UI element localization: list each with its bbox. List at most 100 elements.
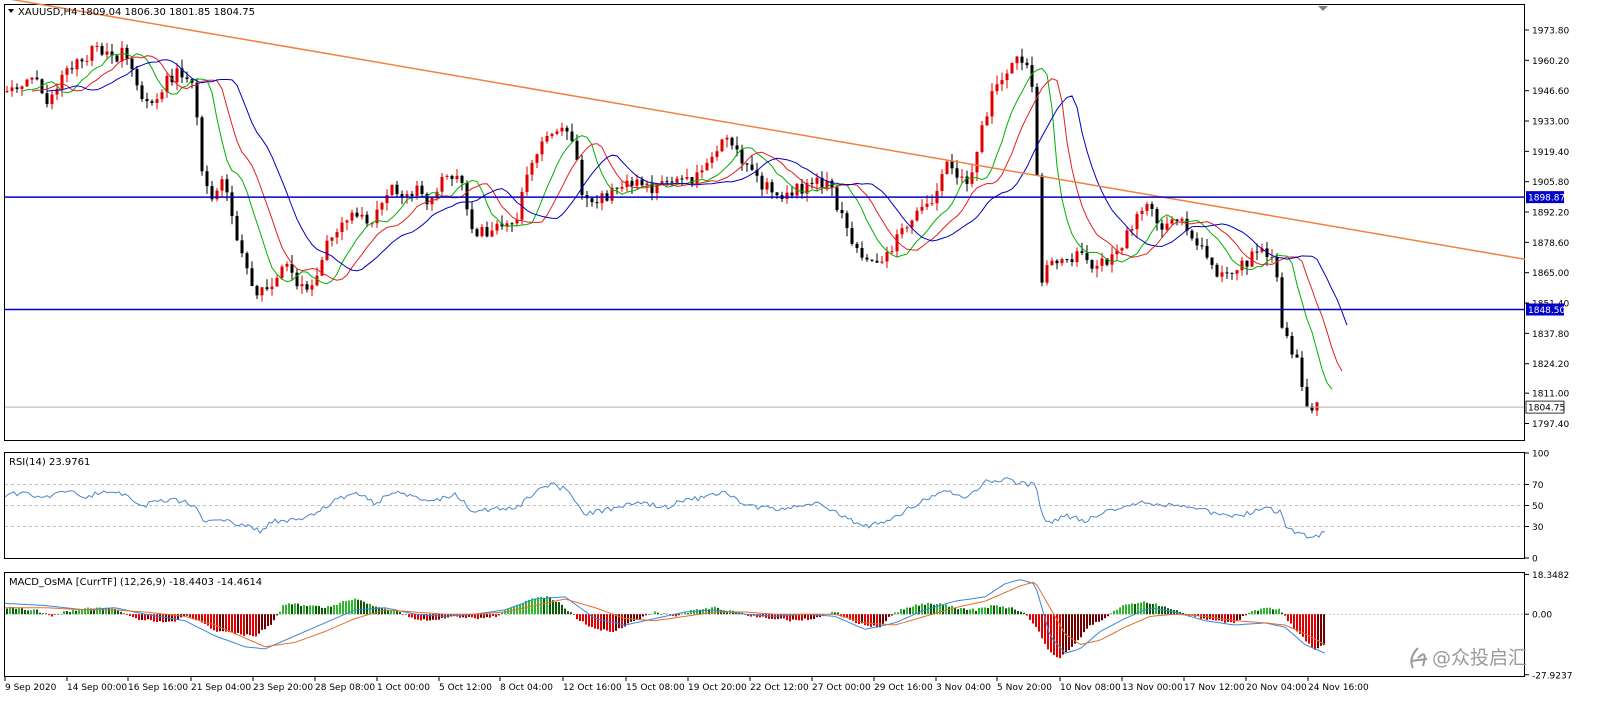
candle-body (1225, 272, 1229, 274)
osma-bar (111, 608, 113, 615)
osma-bar (1281, 612, 1283, 615)
candle-body (785, 192, 789, 199)
osma-bar (600, 614, 602, 631)
candle-body (1275, 257, 1279, 278)
osma-bar (954, 607, 956, 615)
candle-body (400, 194, 404, 197)
candle-body (1105, 258, 1109, 265)
symbol-label: XAUUSD,H4 (18, 7, 77, 18)
candle-body (1110, 254, 1114, 265)
candle-body (10, 87, 14, 92)
candle-body (615, 187, 619, 189)
osma-bar (1041, 614, 1043, 639)
osma-bar (138, 614, 140, 621)
osma-bar (1104, 614, 1106, 619)
osma-bar (117, 610, 119, 615)
osma-bar (84, 608, 86, 615)
candle-body (715, 151, 719, 157)
candle-body (330, 237, 334, 241)
candle-body (560, 127, 564, 132)
osma-bar (972, 608, 974, 615)
osma-bar (1308, 614, 1310, 644)
osma-bar (855, 614, 857, 624)
osma-bar (78, 610, 80, 615)
osma-bar (1140, 602, 1142, 615)
osma-bar (54, 614, 56, 615)
candle-body (1290, 335, 1294, 355)
candle-body (455, 175, 459, 180)
osma-bar (561, 604, 563, 615)
candle-body (565, 127, 569, 132)
candle-body (140, 85, 144, 99)
candle-body (665, 181, 669, 183)
osma-bar (546, 596, 548, 615)
osma-bar (795, 614, 797, 620)
osma-bar (438, 614, 440, 620)
osma-bar (459, 614, 461, 618)
osma-bar (567, 611, 569, 615)
osma-bar (570, 612, 572, 615)
osma-bar (237, 614, 239, 633)
osma-bar (1032, 614, 1034, 624)
candle-body (1305, 386, 1309, 407)
osma-bar (378, 607, 380, 615)
price-axis-label: 1865.00 (1532, 269, 1569, 279)
rsi-axis-label: 100 (1532, 450, 1549, 460)
osma-bar (900, 608, 902, 615)
osma-bar (624, 614, 626, 627)
candle-body (635, 179, 639, 186)
symbol-header[interactable]: XAUUSD,H4 1809.04 1806.30 1801.85 1804.7… (8, 7, 255, 18)
time-axis-label: 1 Oct 00:00 (377, 683, 430, 693)
candle-body (415, 185, 419, 196)
trendline (10, 0, 1526, 261)
osma-bar (1134, 603, 1136, 615)
osma-bar (267, 614, 269, 627)
osma-bar (630, 614, 632, 622)
candle-body (610, 187, 614, 201)
osma-bar (807, 614, 809, 621)
candle-body (405, 194, 409, 197)
osma-bar (978, 607, 980, 615)
osma-bar (888, 614, 890, 617)
price-label-text: 1848.50 (1528, 306, 1565, 316)
candle-body (1175, 219, 1179, 221)
osma-bar (1245, 614, 1247, 616)
osma-bar (216, 614, 218, 632)
osma-bar (918, 605, 920, 615)
osma-bar (288, 603, 290, 615)
candle-body (435, 191, 439, 199)
candle-body (100, 45, 104, 55)
dropdown-triangle-icon[interactable] (8, 9, 14, 13)
osma-bar (1158, 606, 1160, 615)
candle-body (445, 175, 449, 177)
candle-body (880, 261, 884, 263)
candle-body (1165, 223, 1169, 230)
osma-bar (606, 614, 608, 631)
price-panel[interactable] (4, 4, 1525, 441)
osma-bar (858, 614, 860, 625)
osma-bar (96, 607, 98, 615)
candle-body (35, 77, 39, 80)
osma-bar (345, 600, 347, 615)
osma-bar (1131, 603, 1133, 615)
candle-body (1310, 406, 1314, 411)
osma-bar (246, 614, 248, 635)
osma-bar (687, 613, 689, 615)
candle-body (840, 210, 844, 214)
candle-body (465, 182, 469, 210)
osma-bar (1227, 614, 1229, 622)
candle-body (85, 60, 89, 62)
candle-body (40, 79, 44, 94)
shift-marker-icon[interactable] (1318, 6, 1328, 11)
candle-body (580, 159, 584, 196)
candle-body (675, 178, 679, 183)
osma-bar (264, 614, 266, 630)
osma-bar (750, 614, 752, 617)
candle-body (410, 194, 414, 196)
osma-bar (594, 614, 596, 629)
candle-body (315, 275, 319, 286)
osma-bar (726, 611, 728, 615)
candle-body (450, 175, 454, 180)
osma-bar (1086, 614, 1088, 629)
osma-bar (363, 601, 365, 615)
